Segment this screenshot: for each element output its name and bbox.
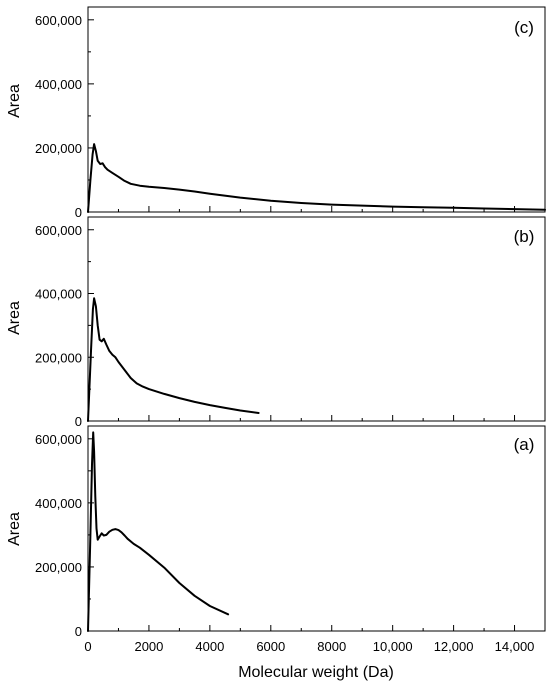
x-tick-label: 2000 [134, 639, 163, 654]
x-tick-label: 0 [84, 639, 91, 654]
panel-label-c: (c) [514, 18, 534, 37]
x-tick-label: 10,000 [373, 639, 413, 654]
y-axis-label-c: Area [6, 84, 23, 118]
x-tick-label: 14,000 [495, 639, 535, 654]
y-tick-label-b: 0 [75, 414, 82, 429]
x-axis-label: Molecular weight (Da) [238, 664, 394, 681]
x-tick-label: 12,000 [434, 639, 474, 654]
panel-a: (a) Area Molecular weight (Da) 0 200,000 4… [6, 425, 546, 681]
plot-frame-a [87, 425, 546, 632]
y-tick-label-b: 600,000 [35, 223, 82, 238]
series-line-a [87, 431, 230, 632]
x-tick-label: 4000 [195, 639, 224, 654]
y-tick-label-c: 0 [75, 205, 82, 220]
y-axis-label-a: Area [6, 512, 23, 546]
y-tick-label-a: 400,000 [35, 496, 82, 511]
panel-c: (c) Area 0 200,000 400,000 600,000 [6, 6, 546, 220]
series-line-c [87, 143, 546, 213]
y-tick-label-a: 600,000 [35, 432, 82, 447]
y-axis-label-b: Area [6, 301, 23, 335]
y-tick-label-c: 200,000 [35, 141, 82, 156]
panel-b: (b) Area 0 200,000 400,000 600,000 [6, 216, 546, 429]
plot-frame-c [87, 6, 546, 213]
x-tick-label: 8000 [317, 639, 346, 654]
y-tick-label-b: 200,000 [35, 350, 82, 365]
y-tick-label-b: 400,000 [35, 287, 82, 302]
y-tick-label-c: 600,000 [35, 13, 82, 28]
y-tick-label-a: 200,000 [35, 560, 82, 575]
y-tick-label-a: 0 [75, 624, 82, 639]
panel-label-b: (b) [514, 227, 535, 246]
series-line-b [87, 297, 260, 422]
panel-label-a: (a) [514, 435, 535, 454]
y-tick-label-c: 400,000 [35, 77, 82, 92]
plot-frame-b [87, 216, 546, 422]
x-tick-label: 6000 [256, 639, 285, 654]
